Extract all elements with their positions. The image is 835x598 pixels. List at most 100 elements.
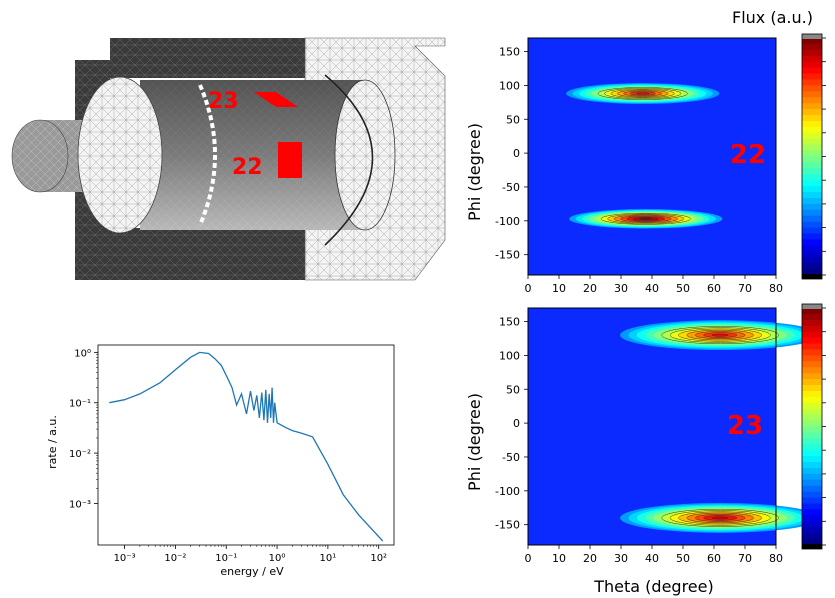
flux-map-22-colorbar-under [802,274,822,279]
flux-map-22-hotspot-0-level [636,92,650,95]
flux-map-22-x-tick-label: 20 [583,282,597,295]
flux-map-23-colorbar-step [802,539,822,546]
flux-map-23-colorbar-step [802,402,822,410]
flux-map-23-x-tick-label: 0 [525,552,532,565]
flux-map-22-colorbar-step [802,85,822,92]
flux-map-22-x-tick-label: 70 [738,282,752,295]
flux-map-23-colorbar-step [802,503,822,510]
flux-map-22-colorbar-step [802,186,822,193]
flux-map-23-colorbar [801,303,826,550]
flux-map-22-colorbar-step [802,103,822,110]
flux-map-22-colorbar-step [802,162,822,169]
flux-map-22-background [528,38,776,275]
spectrum-y-tick-label: 10⁻¹ [69,399,91,410]
colorbar-title: Flux (a.u.) [732,8,813,27]
flux-map-22-colorbar-step [802,126,822,134]
flux-map-22-colorbar-step [802,257,822,264]
flux-map-23-colorbar-step [802,491,822,499]
flux-map-23-x-tick-label: 40 [645,552,659,565]
flux-map-23: 0 10 20 30 40 50 60 70 80 -150 -100 -50 0 50 100 150 Phi… [465,303,826,596]
flux-map-23-colorbar-step [802,515,822,522]
mesh-dashed-ring [198,84,217,226]
spectrum-plot-frame [97,344,395,546]
flux-map-23-colorbar-step [802,325,822,333]
flux-map-22-colorbar-step [802,203,822,211]
mesh-outer-arc [324,74,374,246]
flux-map-22-x-tick-label: 40 [645,282,659,295]
flux-map-22-colorbar-step [802,239,822,246]
flux-map-22-colorbar-step [802,61,822,69]
flux-map-22-colorbar-step [802,180,822,187]
flux-map-22-colorbar-step [802,251,822,258]
flux-map-23-colorbar-step [802,337,822,344]
flux-map-23-colorbar-step [802,497,822,504]
spectrum-x-tick-label: 10⁰ [269,553,286,564]
flux-map-23-colorbar-step [802,408,822,416]
flux-map-22-y-tick-label: 0 [513,147,520,160]
mesh-housing-top [110,38,305,78]
flux-map-23-y-tick-label: 50 [506,383,520,396]
flux-map-22-colorbar-step [802,269,822,276]
spectrum-series-line [109,351,384,542]
flux-map-23-colorbar-step [802,444,822,451]
flux-map-22-y-tick-label: -50 [502,181,520,194]
flux-map-23-colorbar-step [802,456,822,463]
flux-map-22-y-tick-label: -150 [495,249,520,262]
flux-map-22-x-tick-label: 60 [707,282,721,295]
flux-map-22-colorbar-step [802,263,822,270]
flux-map-23-y-tick-label: 0 [513,417,520,430]
flux-map-23-colorbar-step [802,468,822,475]
flux-map-23-x-tick-label: 10 [552,552,566,565]
mesh-cylinder-end [334,79,396,231]
mesh-inlet-cap [11,119,69,193]
flux-map-22-colorbar-step [802,91,822,98]
flux-map-23-colorbar-step [802,473,822,481]
flux-map-23-y-tick-label: 100 [499,349,520,362]
flux-map-23-colorbar-step [802,331,822,339]
flux-map-22-colorbar-step [802,198,822,205]
flux-map-22-x-tick-label: 80 [769,282,783,295]
flux-map-22-x-tick-label: 10 [552,282,566,295]
flux-map-22-colorbar-step [802,215,822,223]
mesh-housing-bottom [75,228,305,280]
flux-map-22-colorbar-step [802,209,822,217]
flux-map-23-colorbar-step [802,385,822,392]
flux-map-22-x-tick-label: 0 [525,282,532,295]
flux-map-22-panel-label: 22 [730,140,766,170]
flux-map-23-x-tick-label: 80 [769,552,783,565]
flux-map-23-colorbar-step [802,479,822,487]
flux-map-22-colorbar-step [802,121,822,128]
flux-map-23-y-tick-label: -50 [502,451,520,464]
flux-map-22-y-tick-label: -100 [495,215,520,228]
flux-map-22-colorbar-step [802,73,822,80]
flux-map-23-x-tick-label: 70 [738,552,752,565]
flux-map-22-colorbar-step [802,168,822,175]
flux-map-23-colorbar-step [802,349,822,356]
flux-map-23-colorbar-step [802,438,822,445]
highlight-surface-23 [254,92,298,107]
flux-map-22-colorbar-step [802,138,822,146]
flux-map-23-colorbar-step [802,462,822,469]
flux-map-23-x-tick-label: 30 [614,552,628,565]
mesh-label-22: 22 [232,155,263,180]
flux-map-22-colorbar-step [802,174,822,181]
flux-map-23-colorbar-step [802,373,822,380]
flux-map-23-colorbar-step [802,319,822,327]
flux-map-23-y-tick-label: -150 [495,519,520,532]
flux-map-23-y-tick-label: -100 [495,485,520,498]
energy-spectrum-chart: 10⁻³ 10⁻² 10⁻¹ 10⁰ 10¹ 10² 10⁻³ 10⁻² 10⁻¹ 10⁰ ene… [46,344,395,578]
flux-map-23-panel-label: 23 [727,411,763,441]
flux-map-22-colorbar-step [802,233,822,240]
flux-map-23-colorbar-over [802,304,822,309]
flux-map-22-colorbar-step [802,156,822,163]
flux-map-22-colorbar-step [802,221,822,229]
spectrum-x-tick-label: 10⁻³ [114,553,136,564]
flux-map-23-colorbar-step [802,367,822,374]
flux-map-23-hotspot-0-level [711,333,729,337]
flux-map-23-colorbar-step [802,450,822,457]
flux-map-23-colorbar-step [802,426,822,433]
flux-map-22-colorbar-over [802,34,822,39]
flux-map-22-y-tick-label: 50 [506,113,520,126]
flux-map-23-colorbar-step [802,313,822,321]
spectrum-x-tick-label: 10¹ [320,553,337,564]
